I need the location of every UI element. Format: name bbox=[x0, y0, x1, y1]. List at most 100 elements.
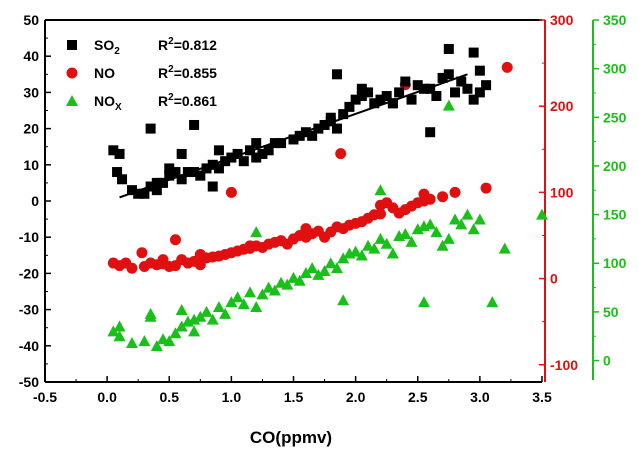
data-point-square bbox=[331, 69, 342, 80]
data-point-square bbox=[406, 94, 417, 105]
data-point-triangle bbox=[461, 208, 474, 220]
data-point-triangle bbox=[449, 213, 462, 225]
nox-tick-label: 150 bbox=[603, 207, 627, 223]
data-point-triangle bbox=[306, 262, 319, 274]
legend-superscript: 2 bbox=[168, 64, 174, 75]
data-point-triangle bbox=[225, 296, 238, 308]
data-point-circle bbox=[136, 247, 148, 259]
x-tick-label: 1.5 bbox=[284, 389, 304, 405]
data-point-triangle bbox=[250, 226, 263, 238]
data-point-triangle bbox=[262, 281, 275, 293]
legend-marker-square bbox=[67, 40, 77, 50]
data-point-triangle bbox=[349, 245, 362, 257]
data-point-circle bbox=[300, 223, 312, 235]
data-point-square bbox=[288, 134, 299, 145]
data-point-square bbox=[394, 87, 405, 98]
legend-marker-circle bbox=[66, 67, 78, 79]
left-tick-label: 10 bbox=[23, 157, 39, 173]
data-point-circle bbox=[225, 186, 237, 198]
data-point-square bbox=[431, 91, 442, 102]
left-tick-label: 0 bbox=[31, 193, 39, 209]
data-point-triangle bbox=[455, 218, 468, 230]
data-point-square bbox=[313, 123, 324, 134]
data-point-square bbox=[189, 119, 200, 130]
left-tick-label: -30 bbox=[19, 302, 39, 318]
data-point-square bbox=[112, 167, 123, 178]
data-point-circle bbox=[120, 257, 132, 269]
legend-subscript: 2 bbox=[114, 46, 120, 57]
data-point-circle bbox=[169, 234, 181, 246]
legend-r2-value: =0.812 bbox=[174, 37, 217, 53]
x-axis: -0.5 0.0 0.5 1.0 1.5 2.0 2.5 3.0 3.5 bbox=[33, 376, 552, 405]
data-point-triangle bbox=[486, 296, 499, 308]
data-point-triangle bbox=[399, 228, 412, 240]
data-point-triangle bbox=[138, 335, 151, 347]
legend-label: SO2 bbox=[94, 37, 120, 57]
data-point-circle bbox=[437, 191, 449, 203]
data-point-triangle bbox=[200, 305, 213, 317]
left-tick-label: -10 bbox=[19, 229, 39, 245]
data-point-triangle bbox=[107, 325, 120, 337]
data-point-triangle bbox=[293, 274, 306, 286]
legend-r2: R2=0.812 bbox=[158, 36, 217, 53]
data-point-square bbox=[263, 145, 274, 156]
data-point-triangle bbox=[212, 301, 225, 313]
data-point-square bbox=[443, 69, 454, 80]
nox-tick-label: 250 bbox=[603, 109, 627, 125]
left-y-axis: -50 -40 -30 -20 -10 0 10 20 30 40 50 bbox=[19, 12, 51, 390]
no-tick-label: 100 bbox=[550, 184, 574, 200]
x-axis-title: CO(ppmv) bbox=[250, 428, 332, 447]
data-point-square bbox=[145, 123, 156, 134]
left-tick-label: -20 bbox=[19, 265, 39, 281]
data-point-triangle bbox=[467, 223, 480, 235]
data-point-square bbox=[108, 145, 119, 156]
nox-tick-label: 100 bbox=[603, 255, 627, 271]
x-tick-label: 3.0 bbox=[470, 389, 490, 405]
data-point-square bbox=[481, 80, 492, 91]
data-point-triangle bbox=[330, 262, 343, 274]
data-point-square bbox=[443, 43, 454, 54]
data-point-triangle bbox=[244, 286, 257, 298]
data-point-square bbox=[363, 87, 374, 98]
x-tick-label: 0.0 bbox=[97, 389, 117, 405]
data-point-square bbox=[126, 185, 137, 196]
left-tick-label: -50 bbox=[19, 374, 39, 390]
data-point-triangle bbox=[237, 298, 250, 310]
data-point-triangle bbox=[250, 301, 263, 313]
data-point-triangle bbox=[374, 184, 387, 196]
data-point-triangle bbox=[374, 232, 387, 244]
data-point-triangle bbox=[268, 284, 281, 296]
nox-tick-label: 50 bbox=[603, 304, 619, 320]
no-tick-label: 200 bbox=[550, 98, 574, 114]
data-point-triangle bbox=[430, 226, 443, 238]
legend-label: NOX bbox=[94, 93, 122, 113]
data-point-square bbox=[220, 156, 231, 167]
nox-tick-label: 200 bbox=[603, 158, 627, 174]
data-point-square bbox=[474, 87, 485, 98]
data-point-square bbox=[257, 148, 268, 159]
legend-marker-triangle bbox=[66, 95, 78, 106]
data-point-triangle bbox=[125, 337, 138, 349]
x-tick-label: 2.0 bbox=[346, 389, 366, 405]
data-point-square bbox=[114, 148, 125, 159]
x-tick-label: -0.5 bbox=[33, 389, 57, 405]
x-tick-label: 1.0 bbox=[222, 389, 242, 405]
data-point-triangle bbox=[150, 339, 163, 351]
data-point-square bbox=[338, 109, 349, 120]
legend-subscript: X bbox=[115, 102, 122, 113]
left-tick-label: 40 bbox=[23, 48, 39, 64]
data-point-square bbox=[207, 181, 218, 192]
legend-r2-value: =0.855 bbox=[174, 65, 217, 81]
data-point-triangle bbox=[194, 310, 207, 322]
data-point-circle bbox=[157, 254, 169, 266]
data-point-square bbox=[356, 83, 367, 94]
data-point-square bbox=[400, 76, 411, 87]
data-point-square bbox=[176, 174, 187, 185]
data-point-square bbox=[331, 123, 342, 134]
data-point-square bbox=[450, 87, 461, 98]
data-point-circle bbox=[335, 148, 347, 160]
data-point-square bbox=[412, 80, 423, 91]
data-point-square bbox=[307, 130, 318, 141]
data-point-triangle bbox=[256, 288, 269, 300]
